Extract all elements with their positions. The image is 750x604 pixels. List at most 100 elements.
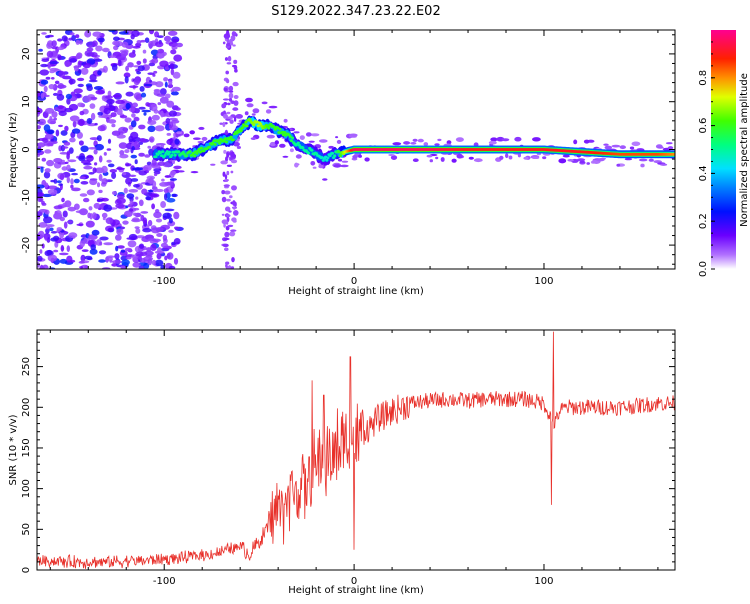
noise-blob: [52, 92, 59, 96]
noise-blob: [488, 140, 497, 145]
noise-blob: [225, 70, 229, 75]
noise-blob: [66, 176, 71, 184]
noise-blob: [227, 224, 234, 228]
noise-blob: [70, 184, 74, 189]
noise-blob: [118, 31, 129, 35]
snr-ticks: -100 0 100 0 50 100 150 200 250: [21, 330, 675, 587]
ridge-core: [229, 135, 233, 139]
noise-blob: [164, 255, 168, 261]
noise-blob: [79, 176, 86, 179]
colorbar-tick-label: 0.6: [698, 118, 709, 134]
noise-blob: [98, 173, 103, 182]
noise-blob: [132, 262, 141, 268]
noise-blob: [172, 71, 181, 79]
noise-blob: [250, 137, 257, 141]
noise-blob: [168, 229, 174, 233]
y-tick-label: 100: [21, 479, 32, 498]
noise-blob: [426, 154, 433, 158]
noise-blob: [79, 240, 86, 248]
noise-blob: [230, 170, 234, 174]
noise-blob: [221, 103, 227, 109]
noise-blob: [228, 90, 234, 93]
noise-blob: [124, 247, 133, 252]
noise-blob: [147, 179, 154, 184]
noise-blob: [139, 138, 147, 143]
noise-blob: [149, 136, 155, 143]
noise-blob: [71, 172, 78, 176]
noise-blob: [66, 255, 73, 263]
snr-marks: [37, 331, 675, 569]
noise-blob: [116, 134, 126, 139]
noise-blob: [490, 137, 498, 142]
noise-blob: [234, 68, 238, 73]
noise-blob: [78, 40, 83, 45]
noise-blob: [50, 138, 54, 142]
noise-blob: [653, 160, 662, 164]
noise-blob: [155, 209, 160, 213]
noise-blob: [170, 49, 177, 55]
noise-blob: [236, 146, 241, 149]
ridge-core: [259, 122, 263, 126]
noise-blob: [96, 198, 104, 202]
noise-blob: [638, 158, 648, 162]
noise-blob: [558, 158, 567, 164]
ridge-core: [291, 136, 295, 140]
noise-blob: [115, 81, 125, 85]
noise-blob: [108, 30, 116, 33]
ridge-core: [267, 126, 271, 130]
noise-blob: [139, 86, 145, 92]
noise-blob: [133, 78, 140, 86]
noise-blob: [146, 247, 152, 252]
noise-blob: [583, 139, 590, 144]
noise-blob: [229, 195, 233, 199]
noise-blob: [128, 189, 139, 193]
noise-blob: [648, 158, 654, 162]
noise-blob: [232, 81, 239, 87]
noise-blob: [59, 258, 68, 264]
noise-blob: [51, 111, 58, 118]
noise-blob: [132, 217, 140, 222]
noise-blob: [225, 206, 231, 212]
noise-blob: [184, 133, 190, 136]
noise-blob: [67, 206, 77, 212]
ridge-core: [213, 142, 217, 146]
noise-blob: [107, 90, 112, 97]
noise-blob: [159, 60, 169, 67]
ridge-core: [199, 146, 203, 150]
noise-blob: [103, 152, 107, 156]
noise-blob: [403, 141, 411, 145]
noise-blob: [78, 155, 86, 162]
noise-blob: [224, 174, 228, 180]
noise-blob: [114, 253, 120, 260]
ridge-core: [338, 154, 342, 158]
noise-blob: [230, 42, 234, 46]
colorbar-tick-label: 0.2: [698, 213, 709, 229]
noise-blob: [107, 138, 112, 144]
noise-blob: [120, 249, 126, 253]
noise-blob: [57, 105, 64, 110]
noise-blob: [89, 178, 98, 181]
noise-blob: [341, 160, 349, 163]
noise-blob: [226, 152, 230, 158]
noise-blob: [76, 223, 84, 226]
noise-blob: [136, 71, 142, 75]
noise-blob: [169, 137, 173, 146]
noise-blob: [77, 60, 82, 68]
noise-blob: [139, 243, 144, 249]
noise-blob: [123, 187, 128, 194]
noise-blob: [124, 76, 129, 84]
noise-blob: [88, 172, 95, 175]
noise-blob: [157, 161, 166, 167]
noise-blob: [225, 263, 228, 268]
noise-blob: [198, 126, 205, 130]
noise-blob: [156, 233, 163, 237]
noise-blob: [69, 115, 80, 122]
noise-blob: [155, 218, 163, 223]
noise-blob: [41, 58, 50, 62]
spectrogram-ylabel: Frequency (Hz): [8, 112, 19, 188]
noise-blob: [111, 172, 117, 179]
noise-blob: [125, 256, 132, 260]
noise-blob: [173, 257, 179, 265]
